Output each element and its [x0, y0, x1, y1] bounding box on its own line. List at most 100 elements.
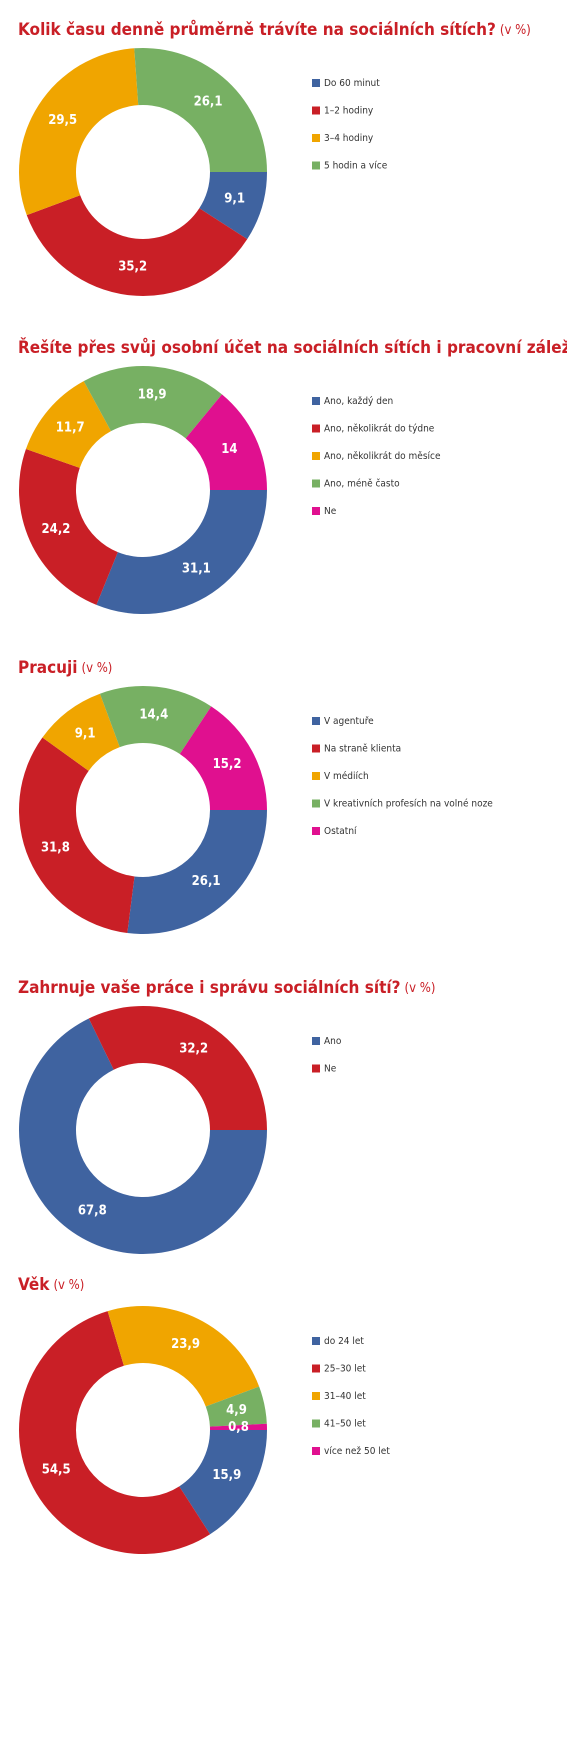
legend-swatch — [312, 827, 320, 835]
title-text: Pracuji — [18, 658, 78, 678]
data-label: 11,7 — [56, 421, 85, 436]
legend-swatch — [312, 772, 320, 780]
donut-segment — [88, 1006, 268, 1130]
data-label: 31,1 — [182, 562, 211, 577]
chart-title: Kolik času denně průměrně trávíte na soc… — [18, 18, 531, 40]
data-label: 18,9 — [138, 387, 167, 402]
donut-segment — [83, 366, 222, 439]
donut-segment — [18, 1018, 267, 1254]
data-label: 31,8 — [41, 841, 70, 856]
legend-label: 1–2 hodiny — [324, 106, 374, 117]
donut-segment — [18, 737, 135, 934]
data-label: 9,1 — [75, 726, 96, 741]
legend-label: do 24 let — [324, 1336, 364, 1347]
legend-label: 41–50 let — [324, 1419, 366, 1430]
legend-swatch — [312, 479, 320, 488]
data-label: 35,2 — [118, 259, 147, 274]
legend-label: V agentuře — [324, 715, 374, 727]
legend-swatch — [312, 397, 320, 405]
donut-segment — [127, 810, 267, 934]
legend-label: Do 60 minut — [324, 78, 380, 89]
title-text: Řešíte přes svůj osobní účet na sociální… — [18, 336, 567, 358]
legend-label: Ano — [324, 1036, 342, 1047]
data-label: 9,1 — [224, 191, 245, 206]
donut-segment — [199, 172, 267, 240]
data-label: 26,1 — [192, 874, 221, 889]
legend-swatch — [312, 1419, 320, 1428]
chart-title: Řešíte přes svůj osobní účet na sociální… — [18, 336, 567, 358]
data-label: 0,8 — [228, 1420, 249, 1435]
legend-label: Ne — [324, 506, 337, 517]
legend-swatch — [312, 161, 320, 170]
legend-swatch — [312, 424, 320, 433]
chart-title: Věk (v %) — [18, 1275, 84, 1295]
data-label: 54,5 — [42, 1462, 71, 1477]
legend-swatch — [312, 134, 320, 142]
donut-segment — [185, 394, 267, 490]
data-label: 15,9 — [212, 1468, 241, 1483]
legend-swatch — [312, 1337, 320, 1345]
data-label: 67,8 — [78, 1203, 107, 1218]
title-text: Věk — [18, 1275, 50, 1295]
legend-swatch — [312, 1064, 320, 1073]
subtitle: (v %) — [53, 1278, 84, 1293]
legend-label: 25–30 let — [324, 1364, 366, 1375]
legend-label: Ano, několikrát do měsíce — [324, 450, 441, 462]
legend-label: Ano, několikrát do týdne — [324, 423, 435, 435]
donut-segment — [19, 48, 139, 216]
legend-swatch — [312, 1392, 320, 1400]
legend-swatch — [312, 79, 320, 87]
legend-swatch — [312, 106, 320, 115]
donut-segment — [134, 48, 267, 172]
legend-swatch — [312, 507, 320, 515]
legend-label: V kreativních profesích na volné noze — [324, 798, 493, 810]
donut-segment — [42, 693, 120, 771]
data-label: 14,4 — [139, 708, 168, 723]
legend-label: 31–40 let — [324, 1391, 366, 1402]
donut-segment — [25, 381, 111, 468]
data-label: 32,2 — [179, 1042, 208, 1057]
data-label: 14 — [221, 442, 237, 457]
legend-swatch — [312, 452, 320, 460]
legend-label: více než 50 let — [324, 1445, 390, 1457]
legend-label: 5 hodin a více — [324, 160, 388, 172]
legend-label: V médiích — [324, 770, 369, 782]
donut-segment — [96, 490, 267, 614]
legend-swatch — [312, 1037, 320, 1045]
legend-label: Na straně klienta — [324, 743, 401, 755]
legend-swatch — [312, 1447, 320, 1455]
subtitle: (v %) — [500, 23, 531, 38]
subtitle: (v %) — [82, 661, 113, 676]
chart-title: Pracuji (v %) — [18, 658, 112, 678]
legend-label: Ano, každý den — [324, 395, 393, 407]
data-label: 15,2 — [213, 757, 242, 772]
data-label: 23,9 — [171, 1337, 200, 1352]
title-text: Kolik času denně průměrně trávíte na soc… — [18, 18, 496, 40]
donut-segment — [26, 195, 248, 296]
legend-swatch — [312, 799, 320, 808]
donut-segment — [205, 1386, 267, 1427]
chart-title: Zahrnuje vaše práce i správu sociálních … — [18, 978, 435, 998]
title-text: Zahrnuje vaše práce i správu sociálních … — [18, 978, 401, 998]
data-label: 4,9 — [226, 1403, 247, 1418]
legend-label: 3–4 hodiny — [324, 133, 374, 144]
donut-segment — [99, 686, 212, 755]
legend-swatch — [312, 1364, 320, 1373]
data-label: 26,1 — [194, 95, 223, 110]
legend-label: Ano, méně často — [324, 478, 400, 490]
legend-label: Ostatní — [324, 825, 357, 837]
donut-segment — [18, 449, 118, 605]
subtitle: (v %) — [405, 981, 436, 996]
data-label: 24,2 — [42, 522, 71, 537]
donut-segment — [107, 1306, 260, 1407]
legend-swatch — [312, 744, 320, 753]
data-label: 29,5 — [48, 113, 77, 128]
donut-segment — [179, 1430, 267, 1535]
donut-segment — [18, 1311, 211, 1554]
donut-segment — [209, 1423, 267, 1430]
legend-label: Ne — [324, 1064, 337, 1075]
legend-swatch — [312, 717, 320, 725]
donut-segment — [179, 706, 267, 810]
